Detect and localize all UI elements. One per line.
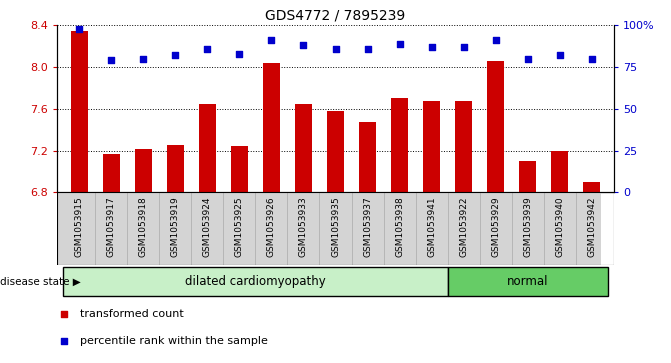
Point xyxy=(330,46,341,52)
Text: GSM1053929: GSM1053929 xyxy=(491,196,500,257)
Bar xyxy=(64,266,448,296)
Point xyxy=(522,56,533,62)
Text: GSM1053937: GSM1053937 xyxy=(363,196,372,257)
Title: GDS4772 / 7895239: GDS4772 / 7895239 xyxy=(265,9,406,23)
Point xyxy=(458,44,469,50)
Point xyxy=(491,37,501,43)
Point xyxy=(266,37,277,43)
Text: percentile rank within the sample: percentile rank within the sample xyxy=(81,336,268,346)
Text: GSM1053939: GSM1053939 xyxy=(523,196,532,257)
Point xyxy=(298,42,309,48)
Point xyxy=(202,46,213,52)
Text: GSM1053935: GSM1053935 xyxy=(331,196,340,257)
Point xyxy=(586,56,597,62)
Point xyxy=(362,46,373,52)
Point xyxy=(234,51,245,57)
Point xyxy=(554,53,565,58)
Text: GSM1053922: GSM1053922 xyxy=(459,196,468,257)
Text: GSM1053924: GSM1053924 xyxy=(203,196,212,257)
Bar xyxy=(582,182,601,192)
Bar xyxy=(135,148,152,192)
Bar xyxy=(391,98,409,192)
Text: GSM1053917: GSM1053917 xyxy=(107,196,116,257)
Point xyxy=(58,338,69,344)
Text: GSM1053940: GSM1053940 xyxy=(555,196,564,257)
Point xyxy=(138,56,149,62)
Text: GSM1053925: GSM1053925 xyxy=(235,196,244,257)
Point xyxy=(394,41,405,47)
Bar xyxy=(70,30,89,192)
Point xyxy=(74,26,85,32)
Text: GSM1053941: GSM1053941 xyxy=(427,196,436,257)
Bar xyxy=(199,104,216,192)
Bar xyxy=(103,154,120,192)
Bar xyxy=(359,122,376,192)
Bar xyxy=(262,63,280,192)
Text: GSM1053918: GSM1053918 xyxy=(139,196,148,257)
Text: normal: normal xyxy=(507,275,548,288)
Bar xyxy=(166,146,185,192)
Bar xyxy=(231,146,248,192)
Point xyxy=(170,53,180,58)
Text: GSM1053915: GSM1053915 xyxy=(75,196,84,257)
Point xyxy=(58,311,69,317)
Bar xyxy=(551,151,568,192)
Text: GSM1053942: GSM1053942 xyxy=(587,196,596,257)
Text: GSM1053938: GSM1053938 xyxy=(395,196,404,257)
Bar xyxy=(519,161,536,192)
Text: dilated cardiomyopathy: dilated cardiomyopathy xyxy=(185,275,326,288)
Bar xyxy=(455,101,472,192)
Text: GSM1053919: GSM1053919 xyxy=(171,196,180,257)
Text: disease state ▶: disease state ▶ xyxy=(0,276,81,286)
Bar xyxy=(486,61,505,192)
Point xyxy=(106,58,117,64)
Text: GSM1053926: GSM1053926 xyxy=(267,196,276,257)
Text: GSM1053933: GSM1053933 xyxy=(299,196,308,257)
Bar xyxy=(423,101,440,192)
Bar xyxy=(327,111,344,192)
Bar xyxy=(448,266,607,296)
Point xyxy=(426,44,437,50)
Bar xyxy=(295,104,312,192)
Text: transformed count: transformed count xyxy=(81,309,184,319)
